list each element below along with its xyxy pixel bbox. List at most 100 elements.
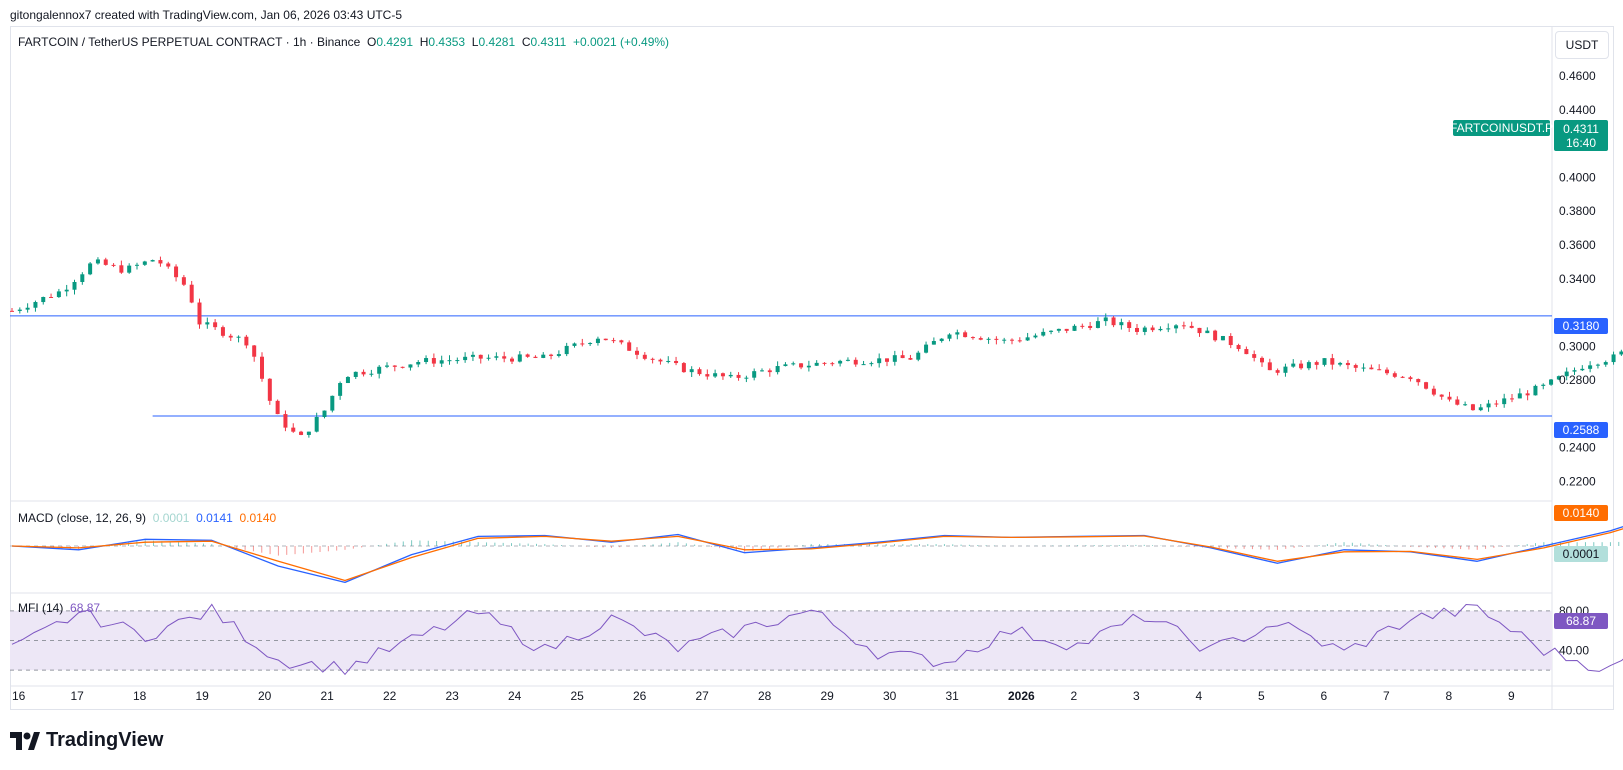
candle-body: [338, 383, 343, 396]
candle-body: [666, 360, 671, 362]
candle-body: [1174, 325, 1179, 329]
candle-body: [228, 335, 233, 338]
candle-body: [1556, 376, 1561, 380]
candle-body: [1072, 325, 1077, 331]
x-tick-label: 20: [258, 689, 272, 703]
x-tick-label: 7: [1383, 689, 1390, 703]
candle-body: [1002, 339, 1007, 341]
y-tick-label: 0.3800: [1559, 204, 1596, 218]
candle-body: [1611, 354, 1616, 363]
candle-body: [1455, 399, 1460, 405]
candle-body: [588, 343, 593, 345]
candle-body: [900, 355, 905, 359]
grid-layer: [10, 26, 1614, 710]
candle-body: [1150, 327, 1155, 331]
candle-body: [1572, 370, 1577, 372]
candle-body: [1447, 396, 1452, 400]
candle-body: [556, 354, 561, 356]
candle-body: [1291, 363, 1296, 367]
candle-body: [361, 371, 366, 375]
candle-body: [236, 336, 241, 338]
candle-body: [1033, 335, 1038, 338]
candle-body: [1369, 367, 1374, 370]
candle-body: [627, 342, 632, 351]
candle-body: [635, 350, 639, 355]
candle-body: [908, 358, 913, 360]
candle-body: [478, 354, 483, 359]
candle-body: [533, 356, 538, 358]
candle-body: [1166, 328, 1171, 330]
candle-body: [791, 363, 796, 365]
candle-body: [181, 277, 186, 285]
candle-body: [345, 376, 350, 384]
candle-body: [1494, 403, 1499, 405]
last-price: 0.4311: [1563, 121, 1599, 136]
candle-body: [595, 338, 600, 344]
candle-body: [1392, 373, 1397, 377]
candle-body: [1353, 365, 1358, 368]
candle-body: [1088, 325, 1093, 328]
x-tick-label: 26: [633, 689, 647, 703]
macd-signal-tag: 0.0140: [1554, 505, 1608, 521]
symbol-price-tag: FARTCOINUSDT.P: [1449, 120, 1554, 136]
x-tick-label: 29: [821, 689, 835, 703]
candle-body: [720, 373, 725, 377]
candle-body: [931, 341, 936, 345]
candle-body: [845, 359, 850, 361]
candle-body: [33, 302, 38, 308]
candle-body: [314, 416, 319, 432]
candle-body: [283, 414, 288, 428]
candle-body: [1299, 363, 1304, 369]
candle-body: [95, 259, 100, 264]
candle-body: [1236, 345, 1241, 350]
candle-body: [1431, 388, 1436, 395]
macd-hist-value: 0.0001: [152, 511, 190, 525]
macd-hist-tag: 0.0001: [1554, 546, 1608, 562]
x-tick-label: 8: [1446, 689, 1453, 703]
symbol-title: FARTCOIN / TetherUS PERPETUAL CONTRACT ·…: [18, 35, 361, 49]
candle-body: [541, 354, 546, 358]
x-tick-label: 17: [71, 689, 85, 703]
candle-body: [135, 264, 139, 266]
candle-body: [1041, 331, 1046, 336]
candle-body: [885, 358, 889, 362]
candle-body: [392, 365, 397, 367]
candle-body: [760, 370, 764, 372]
macd-layer: [10, 526, 1623, 584]
candle-body: [299, 431, 304, 435]
candle-body: [252, 345, 257, 357]
mfi-line: [11, 603, 1623, 676]
candle-body: [260, 356, 264, 379]
candle-body: [1275, 370, 1280, 373]
candles-layer: [10, 256, 1623, 438]
candle-body: [1322, 358, 1327, 365]
candle-body: [658, 359, 663, 362]
currency-unit-button[interactable]: USDT: [1555, 31, 1609, 59]
candle-body: [463, 356, 468, 361]
candle-body: [197, 302, 202, 325]
candle-body: [1080, 325, 1085, 327]
candle-body: [978, 338, 983, 340]
candle-body: [689, 369, 694, 373]
candle-body: [799, 363, 804, 368]
y-tick-label: 0.2800: [1559, 373, 1596, 387]
candle-body: [1502, 398, 1507, 405]
candle-body: [681, 363, 686, 373]
y-tick-label: 0.3600: [1559, 238, 1596, 252]
mfi-layer: [10, 603, 1623, 676]
candle-body: [1603, 362, 1608, 365]
candle-body: [1541, 384, 1546, 386]
candle-body: [408, 364, 413, 368]
candle-body: [1267, 362, 1272, 371]
candle-body: [431, 358, 436, 364]
candle-body: [1017, 340, 1022, 342]
candle-body: [580, 343, 585, 345]
candle-body: [353, 371, 358, 377]
candle-body: [525, 354, 530, 357]
main-legend: FARTCOIN / TetherUS PERPETUAL CONTRACT ·…: [18, 35, 669, 49]
macd-label: MACD (close, 12, 26, 9): [18, 511, 147, 525]
candle-body: [674, 360, 679, 364]
x-tick-label: 6: [1321, 689, 1328, 703]
x-tick-label: 27: [696, 689, 710, 703]
